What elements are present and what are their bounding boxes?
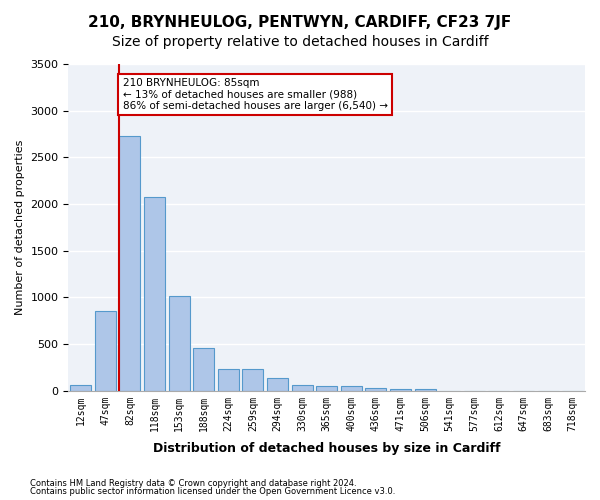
Y-axis label: Number of detached properties: Number of detached properties [15,140,25,315]
Bar [95,312,116,391]
Bar [144,196,165,391]
Bar [267,378,288,391]
Text: 210 BRYNHEULOG: 85sqm
← 13% of detached houses are smaller (988)
86% of semi-det: 210 BRYNHEULOG: 85sqm ← 13% of detached … [122,78,388,111]
Text: Contains HM Land Registry data © Crown copyright and database right 2024.: Contains HM Land Registry data © Crown c… [30,478,356,488]
Bar [292,384,313,391]
Bar [316,386,337,391]
Text: Size of property relative to detached houses in Cardiff: Size of property relative to detached ho… [112,35,488,49]
Text: Contains public sector information licensed under the Open Government Licence v3: Contains public sector information licen… [30,487,395,496]
Bar [390,389,411,391]
Bar [341,386,362,391]
Bar [242,370,263,391]
Bar [218,370,239,391]
Bar [70,385,91,391]
Bar [169,296,190,391]
Bar [119,136,140,391]
X-axis label: Distribution of detached houses by size in Cardiff: Distribution of detached houses by size … [153,442,500,455]
Bar [193,348,214,391]
Bar [365,388,386,391]
Bar [415,389,436,391]
Text: 210, BRYNHEULOG, PENTWYN, CARDIFF, CF23 7JF: 210, BRYNHEULOG, PENTWYN, CARDIFF, CF23 … [88,15,512,30]
